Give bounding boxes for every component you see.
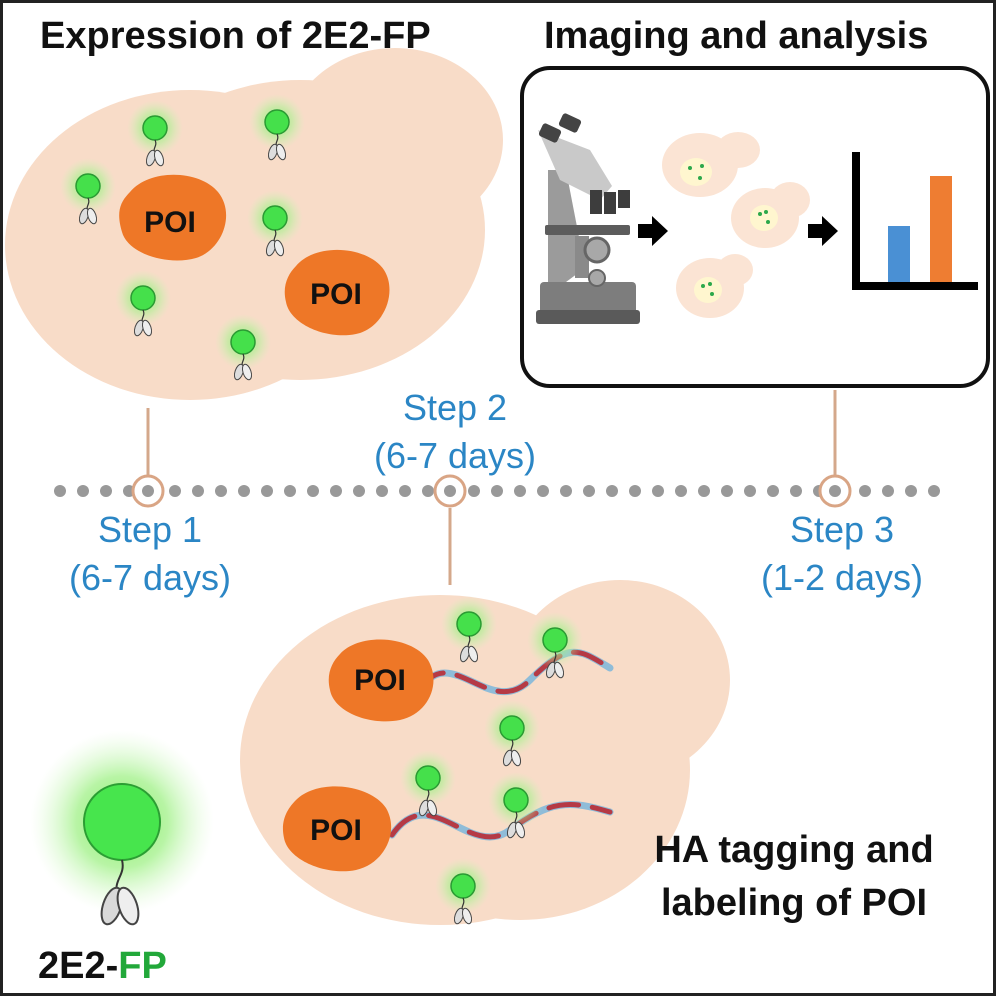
fluorescent-probe-icon: [247, 190, 303, 257]
poi-protein: POI: [282, 786, 392, 872]
step3-label: Step 3: [790, 509, 894, 550]
timeline-dot: [353, 485, 365, 497]
timeline-dot: [537, 485, 549, 497]
timeline-dot: [468, 485, 480, 497]
timeline-dot: [606, 485, 618, 497]
fluorescent-probe-icon: [60, 158, 116, 225]
timeline-dot: [284, 485, 296, 497]
poi-protein: POI: [328, 639, 434, 722]
step1-duration: (6-7 days): [69, 557, 231, 598]
timeline-dot: [330, 485, 342, 497]
arrow-right-icon: [808, 216, 838, 246]
expression-title: Expression of 2E2-FP: [40, 15, 431, 57]
timeline-dot: [790, 485, 802, 497]
timeline-dot: [54, 485, 66, 497]
timeline-dot: [77, 485, 89, 497]
probes: [60, 94, 583, 925]
legend-suffix: FP: [118, 945, 167, 987]
timeline-dot: [238, 485, 250, 497]
legend-prefix: 2E2-: [38, 945, 118, 987]
fluorescent-probe-icon: [400, 750, 456, 817]
tagging-title-line2: labeling of POI: [661, 882, 927, 924]
timeline-dot: [261, 485, 273, 497]
timeline-dot: [169, 485, 181, 497]
timeline-dot: [744, 485, 756, 497]
poi-protein: POI: [284, 249, 390, 336]
poi-label: POI: [144, 206, 196, 239]
timeline-dot: [215, 485, 227, 497]
timeline-dot: [675, 485, 687, 497]
timeline-dot: [100, 485, 112, 497]
step2-label: Step 2: [403, 387, 507, 428]
legend-label: 2E2-FP: [38, 945, 167, 987]
timeline-marker-step3: [818, 474, 852, 508]
step3-duration: (1-2 days): [761, 557, 923, 598]
bar-chart-icon: [852, 152, 978, 290]
timeline-dot: [882, 485, 894, 497]
fluorescent-probe-icon: [435, 858, 491, 925]
fluorescent-probe-icon: [115, 270, 171, 337]
timeline-dot: [905, 485, 917, 497]
fluorescent-probe-icon: [30, 730, 214, 926]
timeline-dot: [399, 485, 411, 497]
imaged-cell: [662, 132, 760, 197]
timeline-dot: [698, 485, 710, 497]
timeline-dot: [859, 485, 871, 497]
fluorescent-probe-icon: [215, 314, 271, 381]
fluorescent-probe-icon: [488, 772, 544, 839]
timeline-dot: [629, 485, 641, 497]
microscope-icon: [536, 113, 640, 324]
imaging-title: Imaging and analysis: [544, 15, 928, 57]
fluorescent-probe-icon: [249, 94, 305, 161]
timeline-dot: [307, 485, 319, 497]
timeline-marker-step1: [131, 474, 165, 508]
step2-duration: (6-7 days): [374, 435, 536, 476]
timeline-dot: [583, 485, 595, 497]
arrow-right-icon: [638, 216, 668, 246]
timeline-dots: [54, 485, 940, 497]
timeline-dot: [652, 485, 664, 497]
fluorescent-probe-icon: [484, 700, 540, 767]
timeline-dot: [560, 485, 572, 497]
fluorescent-probe-icon: [127, 100, 183, 167]
ha-tag-chain-icon: [416, 648, 614, 696]
poi-label: POI: [310, 814, 362, 847]
timeline-dot: [514, 485, 526, 497]
imaged-cell: [731, 182, 810, 248]
bar-orange: [930, 176, 952, 282]
timeline-dot: [422, 485, 434, 497]
timeline-dot: [767, 485, 779, 497]
timeline-dot: [928, 485, 940, 497]
timeline-dot: [491, 485, 503, 497]
fluorescent-probe-icon: [527, 612, 583, 679]
imaged-cell: [676, 254, 753, 318]
fluorescent-probe-icon: [441, 596, 497, 663]
timeline-marker-step2: [433, 474, 467, 508]
timeline-dot: [376, 485, 388, 497]
tagging-title-line1: HA tagging and: [654, 829, 933, 871]
step1-label: Step 1: [98, 509, 202, 550]
bar-blue: [888, 226, 910, 282]
poi-label: POI: [310, 278, 362, 311]
poi-label: POI: [354, 664, 406, 697]
timeline-dot: [192, 485, 204, 497]
poi-protein: POI: [119, 174, 227, 261]
timeline-dot: [721, 485, 733, 497]
